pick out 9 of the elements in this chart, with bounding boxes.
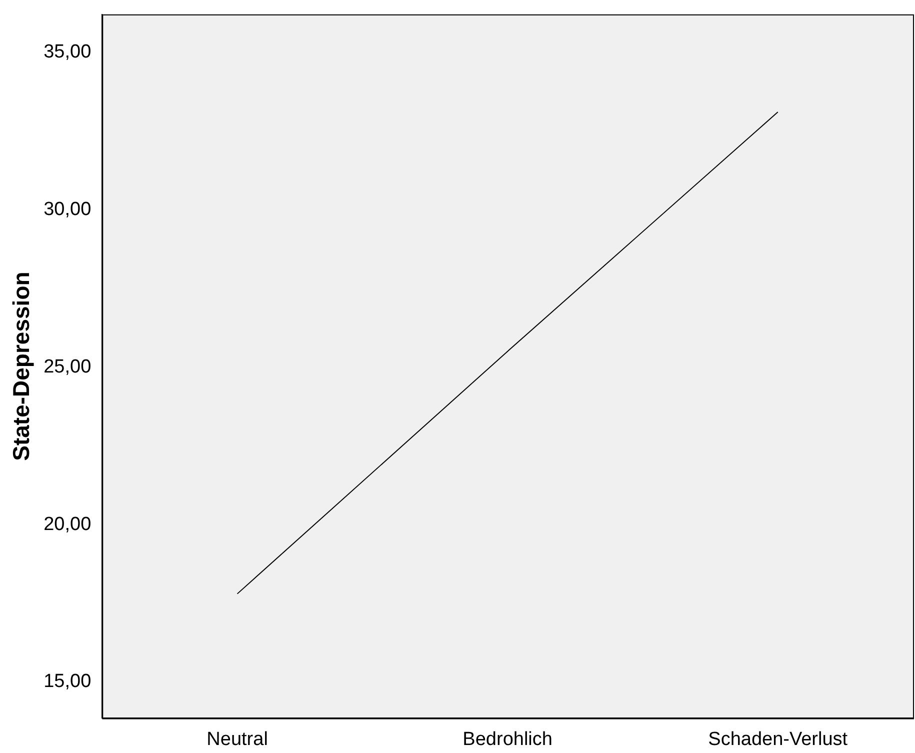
y-tick-label: 35,00: [44, 41, 92, 62]
y-tick-label: 20,00: [44, 514, 92, 535]
x-tick-label: Bedrohlich: [462, 728, 552, 750]
y-tick-label: 25,00: [44, 356, 92, 378]
y-axis-title: State-Depression: [8, 272, 34, 461]
x-tick-label: Neutral: [206, 728, 268, 750]
y-tick-label: 15,00: [44, 671, 92, 692]
x-tick-label: Schaden-Verlust: [708, 728, 848, 750]
y-tick-label: 30,00: [44, 198, 92, 220]
